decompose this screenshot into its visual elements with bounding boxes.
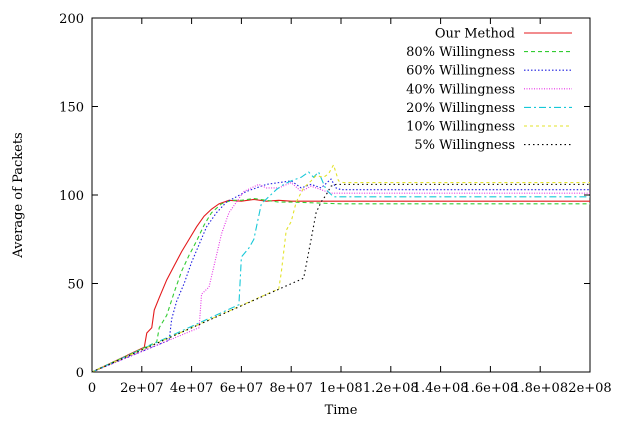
ticks-layer: 0 2e+07 4e+07 6e+07 8e+07 1e+08 1.2e+081.4e+08… (59, 12, 612, 396)
legend-label: 10% Willingness (406, 120, 515, 135)
legend-label: 5% Willingness (414, 138, 515, 153)
series-line-0 (91, 198, 590, 373)
y-tick-label: 0 (76, 366, 84, 381)
x-tick-label: 1.2e+08 (363, 381, 419, 396)
x-tick-label: 2e+07 (120, 381, 163, 396)
x-tick-label: 1e+08 (319, 381, 362, 396)
legend-label: 80% Willingness (406, 45, 515, 60)
y-tick-label: 150 (59, 101, 84, 116)
legend-label: 60% Willingness (406, 64, 515, 79)
x-tick-label: 4e+07 (170, 381, 213, 396)
y-tick-label: 100 (59, 189, 84, 204)
x-tick-label: 8e+07 (269, 381, 312, 396)
x-tick-label: 0 (88, 381, 96, 396)
x-tick-label: 6e+07 (220, 381, 263, 396)
legend-label: Our Method (435, 27, 515, 42)
series-line-5 (91, 163, 590, 373)
legend-label: 20% Willingness (406, 101, 515, 116)
series-line-6 (91, 183, 590, 373)
x-tick-label: 1.8e+08 (512, 381, 568, 396)
x-tick-label: 1.4e+08 (413, 381, 469, 396)
y-tick-label: 50 (67, 278, 84, 293)
x-tick-label: 1.6e+08 (462, 381, 518, 396)
plot-frame (91, 17, 591, 373)
x-tick-label: 2e+08 (568, 381, 611, 396)
series-layer (91, 163, 590, 373)
series-line-4 (91, 170, 590, 373)
series-line-1 (91, 197, 590, 373)
x-axis-title: Time (325, 403, 358, 418)
series-line-2 (91, 178, 590, 373)
y-axis-title: Average of Packets (11, 132, 26, 258)
series-line-3 (91, 181, 590, 373)
y-tick-label: 200 (59, 12, 84, 27)
legend: Our Method 80% Willingness 60% Willingness… (406, 27, 572, 153)
legend-label: 40% Willingness (406, 82, 515, 97)
